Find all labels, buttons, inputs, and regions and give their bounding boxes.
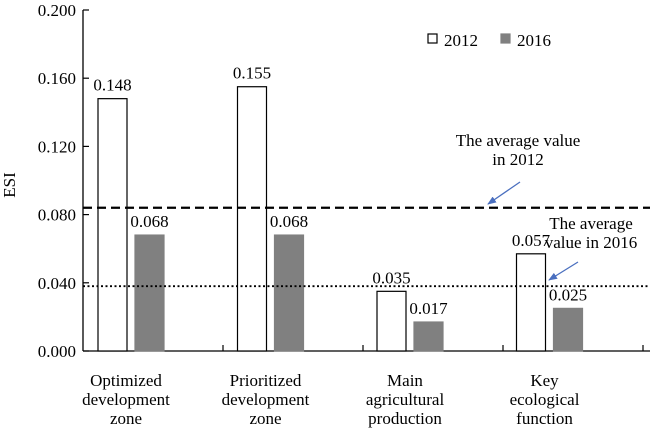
bar-2012-1 xyxy=(236,86,268,352)
category-label-2: Mainagriculturalproductionzone xyxy=(366,371,445,435)
bar-2012-2 xyxy=(376,290,407,352)
y-tick-label: 0.160 xyxy=(38,69,76,88)
y-tick-label: 0.080 xyxy=(38,206,76,225)
bar-2016-1 xyxy=(273,234,305,352)
bar-2012-3 xyxy=(515,253,547,352)
bar-2016-3 xyxy=(552,307,584,352)
data-label-2012-3: 0.057 xyxy=(512,231,551,250)
y-tick-label: 0.000 xyxy=(38,342,76,361)
y-tick-label: 0.120 xyxy=(38,137,76,156)
legend-label-2012: 2012 xyxy=(444,31,478,50)
data-label-2016-0: 0.068 xyxy=(130,212,168,231)
annotation-dotted: The average value in 2016 xyxy=(545,214,638,252)
y-tick-label: 0.040 xyxy=(38,274,76,293)
legend-label-2016: 2016 xyxy=(517,31,551,50)
data-label-2016-2: 0.017 xyxy=(409,299,448,318)
annotation-arrow-dashed xyxy=(487,181,521,205)
bar-2016-2 xyxy=(413,321,444,352)
y-axis-title: ESI xyxy=(0,172,19,198)
category-label-1: Prioritized development zone xyxy=(222,371,310,428)
legend-swatch-2012 xyxy=(427,33,438,44)
data-label-2012-1: 0.155 xyxy=(233,64,271,83)
bar-2016-0 xyxy=(134,234,165,352)
annotation-arrow-dotted xyxy=(548,261,579,281)
data-label-2016-3: 0.025 xyxy=(549,285,587,304)
annotation-dashed: The average value in 2012 xyxy=(456,131,581,169)
y-tick-label: 0.200 xyxy=(38,1,76,20)
legend-swatch-2016 xyxy=(500,33,511,44)
data-label-2012-0: 0.148 xyxy=(93,76,131,95)
data-label-2012-2: 0.035 xyxy=(372,268,410,287)
bar-2012-0 xyxy=(97,98,128,352)
data-label-2016-1: 0.068 xyxy=(270,212,308,231)
category-label-0: Optimized development zone xyxy=(82,371,170,428)
category-label-3: Keyecologicalfunctionzone xyxy=(510,371,580,435)
